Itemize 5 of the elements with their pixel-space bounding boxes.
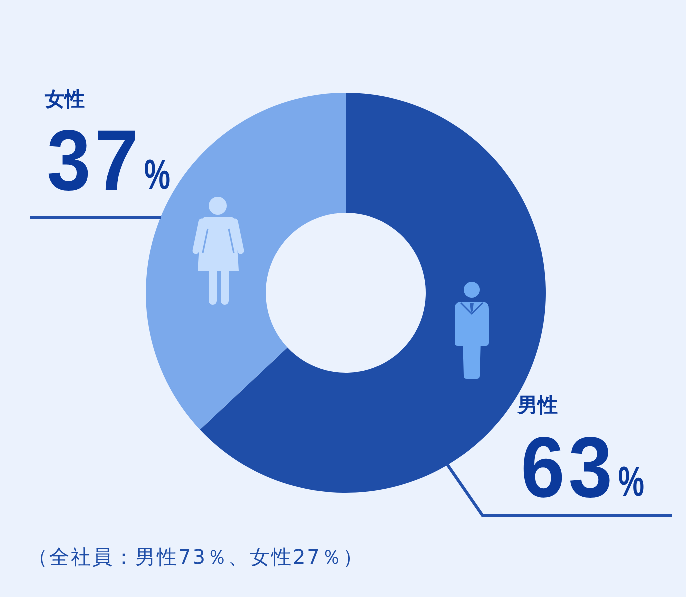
data-label: 63% [521,418,645,516]
slice-label: 女性 [44,87,85,111]
text: （全社員：男性73％、女性27％） [28,545,364,569]
slice-label: 男性 [517,393,558,417]
data-label: 37% [47,112,171,209]
